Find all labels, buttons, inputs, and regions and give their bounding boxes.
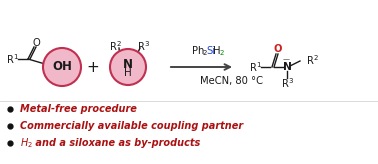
Text: H: H <box>124 68 132 78</box>
Text: N: N <box>283 62 291 72</box>
Text: R$^3$: R$^3$ <box>136 39 149 53</box>
Text: R$^2$: R$^2$ <box>108 39 121 53</box>
Text: Commercially available coupling partner: Commercially available coupling partner <box>20 121 243 131</box>
Text: O: O <box>32 38 40 48</box>
Text: $_2$: $_2$ <box>202 48 208 58</box>
Text: H: H <box>213 46 220 56</box>
Text: —: — <box>282 56 290 62</box>
Text: R$^2$: R$^2$ <box>306 53 319 67</box>
Circle shape <box>110 49 146 85</box>
Text: MeCN, 80 °C: MeCN, 80 °C <box>200 76 263 86</box>
Text: R$^3$: R$^3$ <box>280 76 293 90</box>
Text: OH: OH <box>52 61 72 73</box>
Text: Ph: Ph <box>192 46 204 56</box>
Text: R$^1$: R$^1$ <box>6 52 19 66</box>
Text: Si: Si <box>206 46 215 56</box>
Text: and a siloxane as by-products: and a siloxane as by-products <box>32 138 200 148</box>
Text: O: O <box>274 44 282 54</box>
Text: Metal-free procedure: Metal-free procedure <box>20 104 137 114</box>
Text: +: + <box>87 60 99 74</box>
Text: R$^1$: R$^1$ <box>249 60 262 74</box>
Text: $_2$: $_2$ <box>219 48 225 58</box>
Circle shape <box>43 48 81 86</box>
Text: N: N <box>123 59 133 72</box>
Text: $\it{H}_2$: $\it{H}_2$ <box>20 136 33 150</box>
